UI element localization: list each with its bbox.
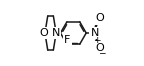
Text: O: O <box>39 28 48 38</box>
Text: O: O <box>95 43 104 53</box>
Text: F: F <box>64 35 70 45</box>
Text: N: N <box>91 28 99 38</box>
Text: N: N <box>52 28 60 38</box>
Text: +: + <box>93 36 101 45</box>
Text: −: − <box>98 48 105 57</box>
Text: O: O <box>95 13 104 23</box>
